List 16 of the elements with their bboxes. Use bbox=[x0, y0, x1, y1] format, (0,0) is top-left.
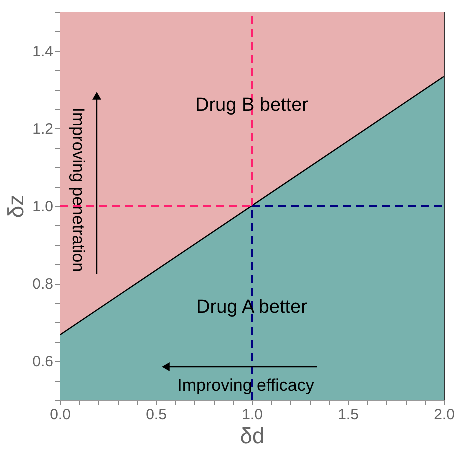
y-tick-label: 0.8 bbox=[32, 276, 54, 294]
annotation: Drug B better bbox=[196, 95, 310, 116]
x-tick-label: 0.0 bbox=[50, 406, 71, 424]
x-tick-label: 2.0 bbox=[434, 406, 455, 424]
x-tick-label: 1.0 bbox=[242, 406, 263, 424]
y-tick-label: 1.0 bbox=[32, 198, 54, 216]
annotation: Drug A better bbox=[196, 296, 308, 318]
annotation: Improving efficacy bbox=[178, 376, 315, 395]
annotation: Improving penetration bbox=[69, 108, 88, 272]
y-tick-label: 0.6 bbox=[32, 354, 54, 371]
x-tick-label: 0.5 bbox=[146, 406, 167, 424]
y-tick-label: 1.2 bbox=[32, 120, 54, 138]
x-axis-title: δd bbox=[240, 424, 265, 448]
y-axis-title: δz bbox=[4, 194, 29, 218]
x-tick-label: 1.5 bbox=[338, 406, 359, 424]
y-tick-label: 1.4 bbox=[32, 43, 54, 60]
